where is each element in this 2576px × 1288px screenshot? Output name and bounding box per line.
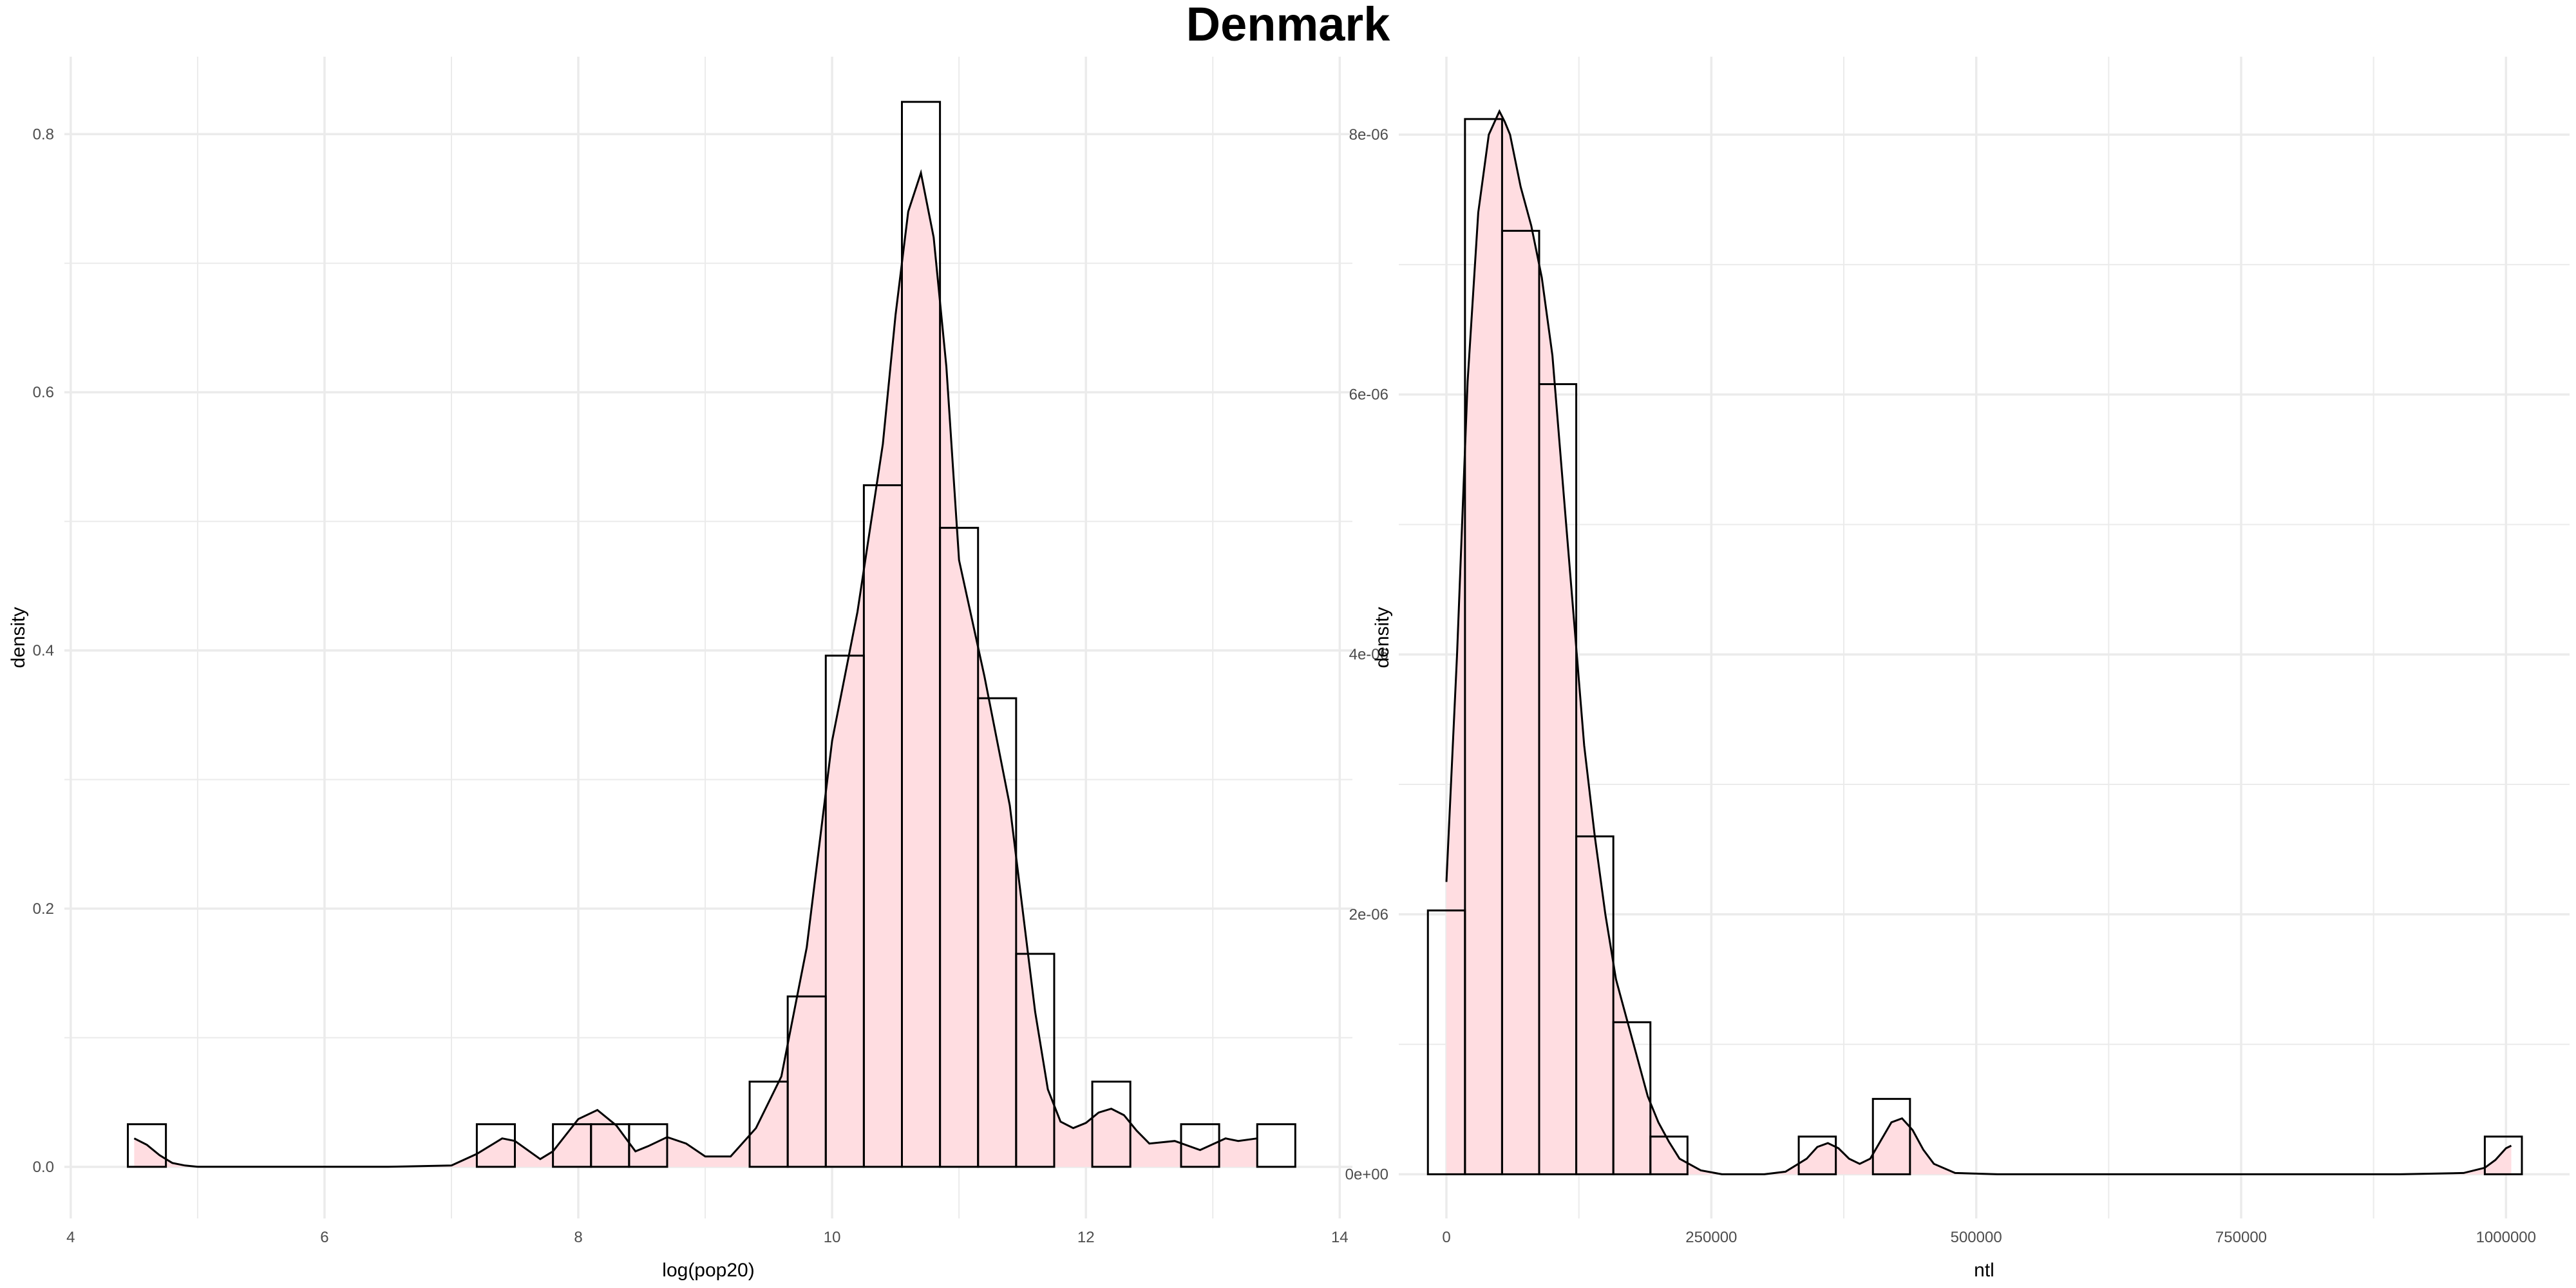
x-tick-label: 8 (574, 1229, 582, 1246)
y-tick-label: 2e-06 (1349, 906, 1388, 923)
y-tick-label: 0.2 (33, 900, 54, 918)
y-tick-label: 0.6 (33, 384, 54, 401)
x-tick-label: 14 (1331, 1229, 1349, 1246)
histogram-bar (1871, 1097, 1911, 1175)
x-tick-label: 1000000 (2476, 1229, 2536, 1246)
histogram-bar (127, 1123, 167, 1168)
y-tick-label: 0e+00 (1345, 1166, 1388, 1183)
x-tick-label: 12 (1077, 1229, 1095, 1246)
y-tick-label: 8e-06 (1349, 126, 1388, 144)
histogram-bar (475, 1123, 516, 1168)
x-tick-label: 750000 (2215, 1229, 2267, 1246)
y-tick-label: 0.0 (33, 1159, 54, 1176)
x-tick-label: 500000 (1951, 1229, 2002, 1246)
y-tick-label: 0.8 (33, 126, 54, 143)
histogram-bar (1649, 1135, 1689, 1175)
x-tick-label: 10 (824, 1229, 841, 1246)
density-area (134, 173, 1258, 1167)
y-tick-label: 0.4 (33, 642, 54, 659)
histogram-bar (1256, 1123, 1296, 1168)
histogram-bar (2483, 1135, 2523, 1175)
x-tick-label: 4 (66, 1229, 75, 1246)
density-area (1446, 111, 2512, 1175)
y-tick-label: 4e-06 (1349, 646, 1388, 663)
histogram-bar (977, 697, 1018, 1168)
chart-panel-ntl: 0 250000 500000 750000 1000000 0e+00 2e-06 4e-0… (1345, 57, 2570, 1281)
histogram-bar (628, 1123, 668, 1168)
histogram-bar (1015, 952, 1056, 1168)
x-axis-title: log(pop20) (662, 1260, 754, 1281)
page-title: Denmark (1186, 0, 1390, 51)
histogram-bar (1180, 1123, 1220, 1168)
density-line (133, 169, 1258, 1168)
y-axis-title: density (1372, 607, 1393, 668)
y-tick-label: 6e-06 (1349, 386, 1388, 404)
histogram-bar (1612, 1021, 1652, 1175)
histogram-bar (1797, 1135, 1837, 1175)
histogram-bar (1538, 383, 1578, 1175)
density-line (1445, 109, 2512, 1175)
x-tick-label: 0 (1442, 1229, 1450, 1246)
y-axis-title: density (8, 607, 29, 668)
chart-panel-log-pop20: 4 6 8 10 12 14 0.0 0.2 0.4 0.6 0.8 log(pop20) densit… (8, 57, 1352, 1281)
x-tick-label: 250000 (1685, 1229, 1737, 1246)
x-tick-label: 6 (320, 1229, 328, 1246)
x-axis-title: ntl (1974, 1260, 1994, 1281)
